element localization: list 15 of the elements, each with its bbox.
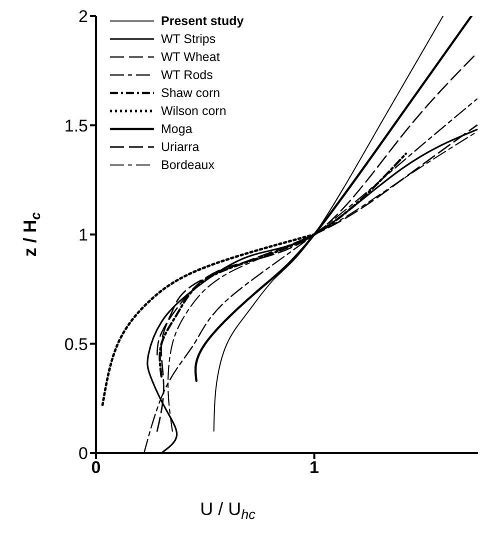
y-tick-label: 0.5 <box>64 334 88 354</box>
legend-label: Wilson corn <box>161 104 226 118</box>
legend-label: Present study <box>161 14 244 28</box>
y-tick-label: 2 <box>78 7 88 26</box>
legend-label: WT Rods <box>161 68 213 82</box>
legend-label: Bordeaux <box>161 158 215 172</box>
y-tick-label: 1.5 <box>64 116 88 136</box>
x-axis-title: U / U$_{hc}$ <box>200 499 256 522</box>
legend-label: Moga <box>161 122 192 136</box>
legend-label: Uriarra <box>161 140 200 154</box>
y-tick-label: 1 <box>78 226 88 245</box>
legend-label: WT Strips <box>161 32 216 46</box>
legend-label: WT Wheat <box>161 50 220 64</box>
y-tick-label: 0 <box>78 444 88 464</box>
legend-label: Shaw corn <box>161 86 220 100</box>
